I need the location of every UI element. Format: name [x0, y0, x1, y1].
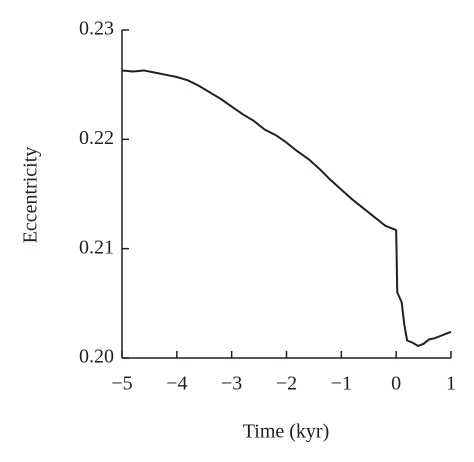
x-tick-label: −3 [221, 373, 242, 395]
y-tick-label: 0.23 [79, 18, 114, 40]
x-tick-label: 0 [391, 373, 401, 395]
x-tick-label: −4 [166, 373, 187, 395]
x-axis-label: Time (kyr) [243, 421, 329, 443]
y-tick-label: 0.22 [79, 127, 114, 149]
x-tick-label: −1 [331, 373, 352, 395]
y-axis-label: Eccentricity [20, 147, 42, 244]
x-tick-label: 1 [446, 373, 456, 395]
data-line [121, 69, 452, 347]
y-tick-label: 0.21 [79, 236, 114, 258]
x-tick-label: −5 [111, 373, 132, 395]
y-tick-label: 0.20 [79, 346, 114, 368]
x-tick-label: −2 [276, 373, 297, 395]
